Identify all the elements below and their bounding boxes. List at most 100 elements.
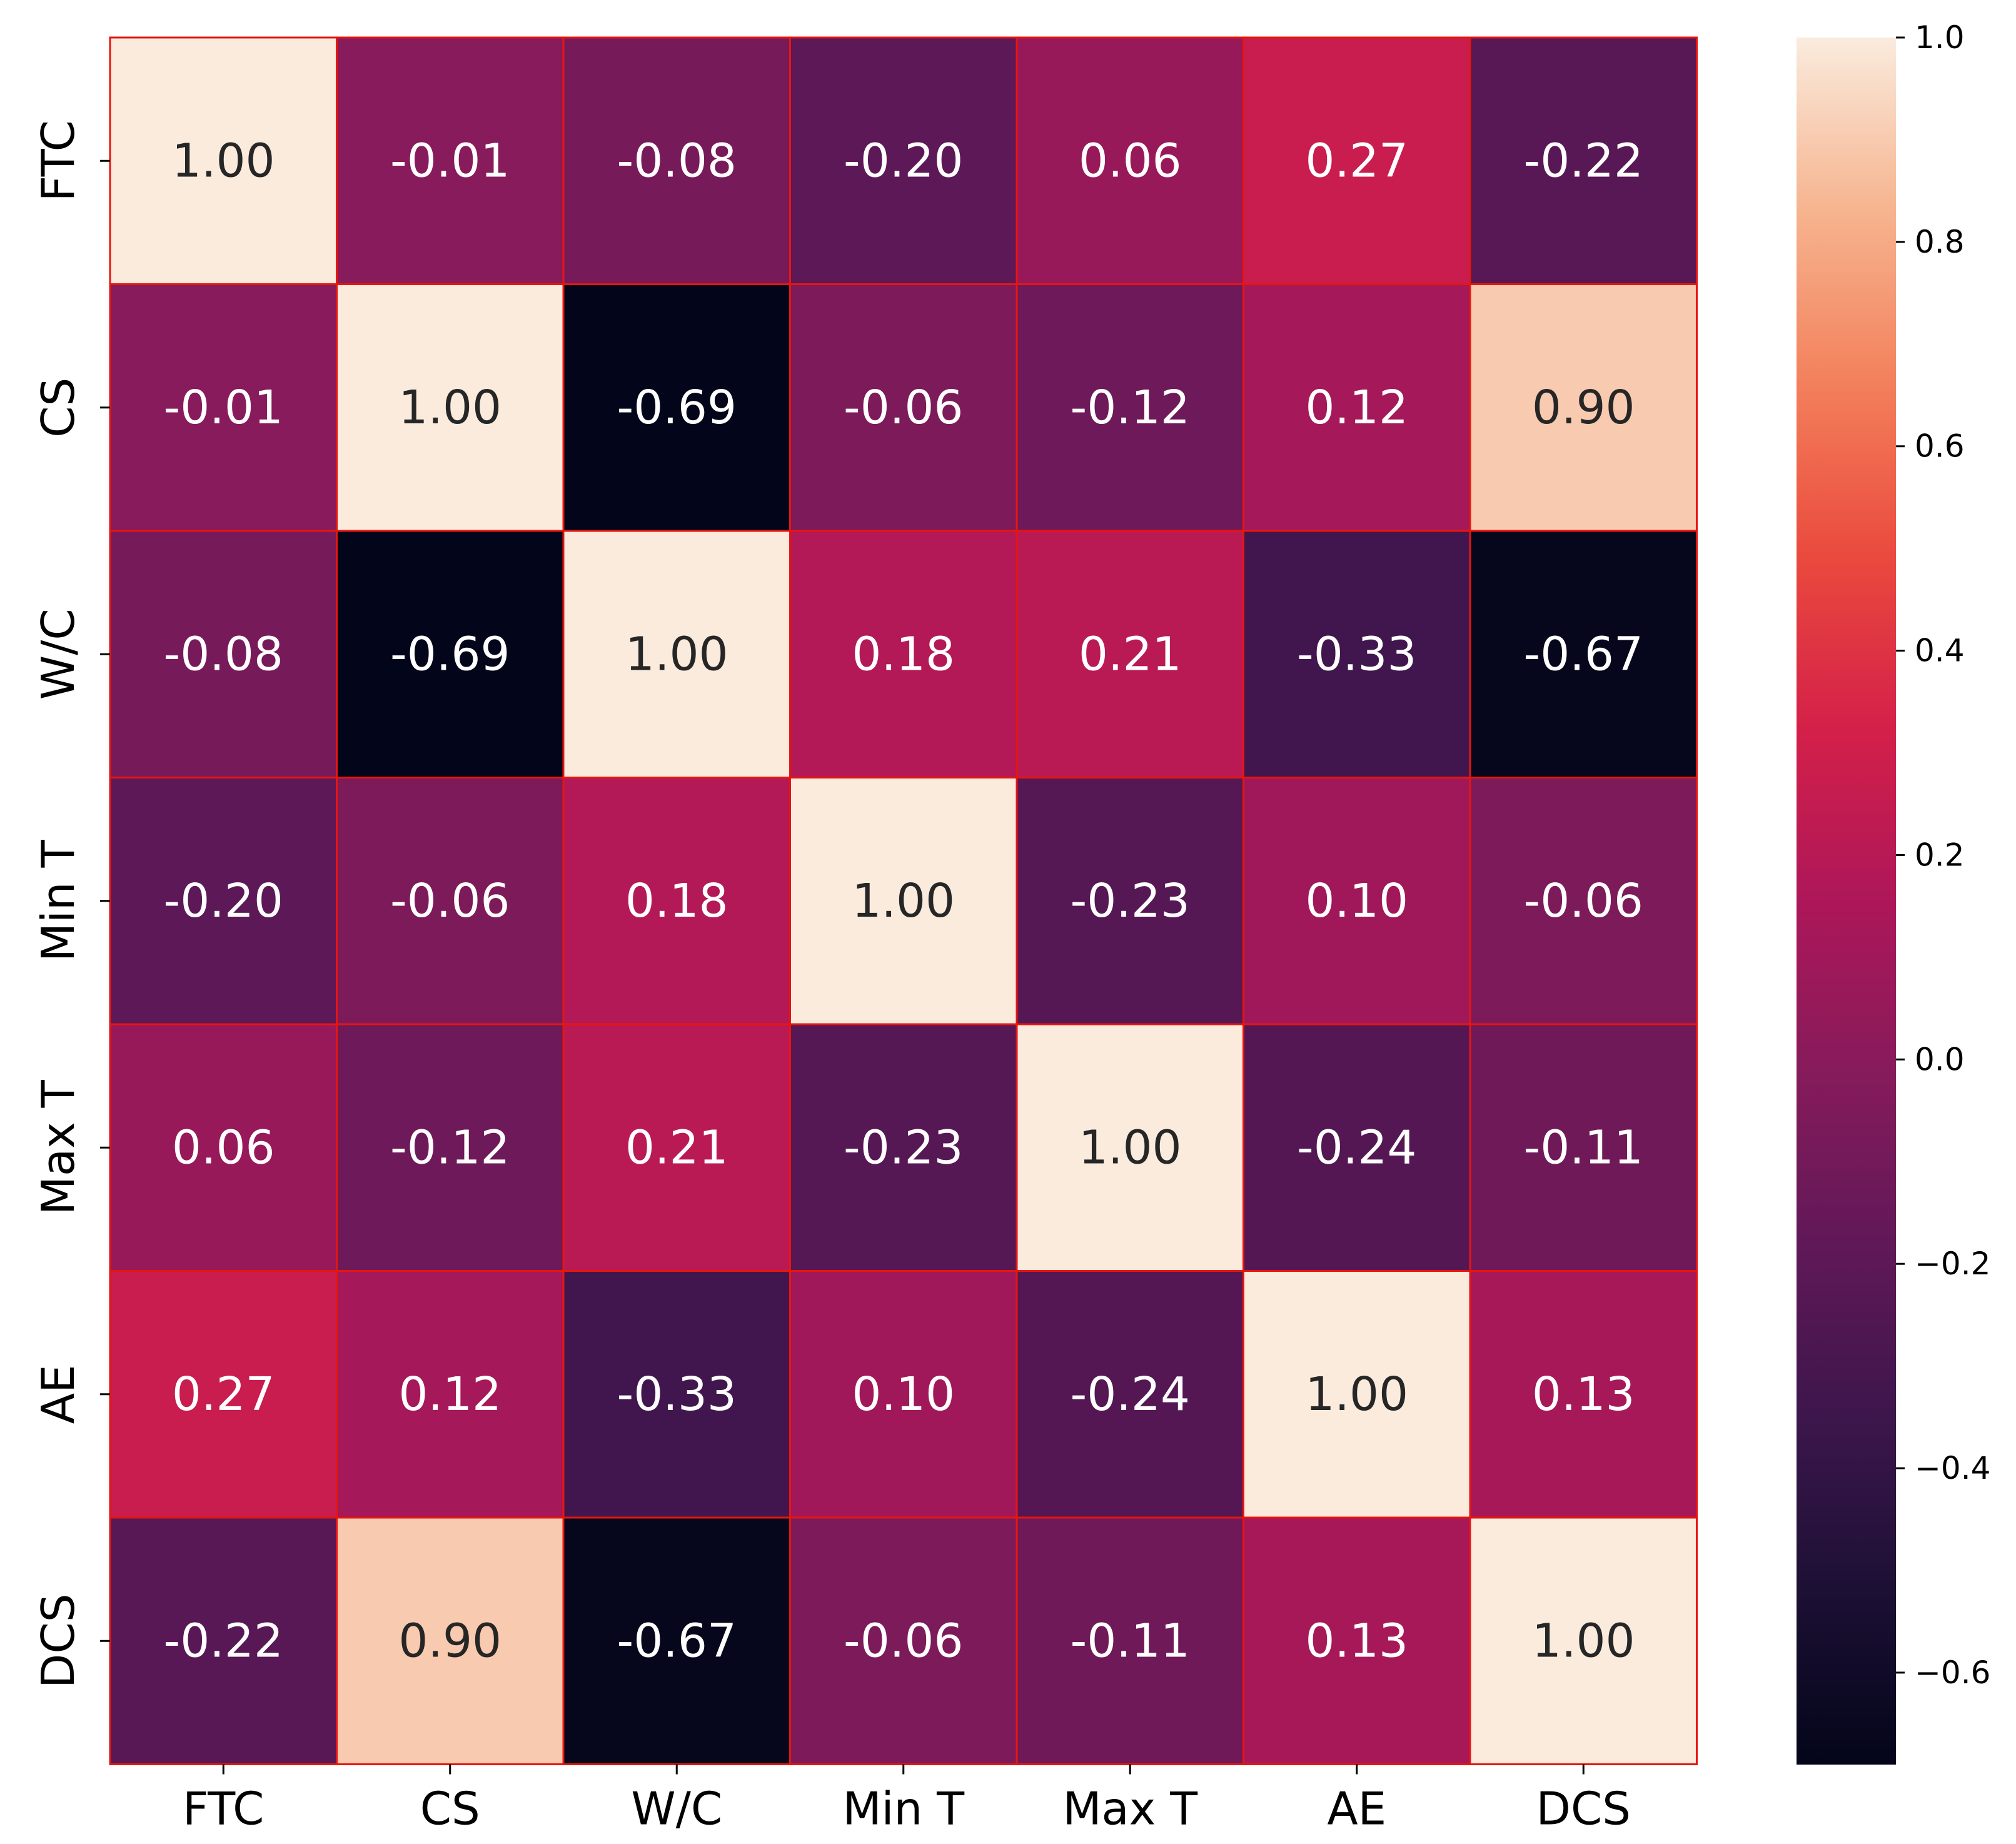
- cell-value-label: 1.00: [172, 134, 275, 188]
- heatmap-cell-dcs-max-t: [1016, 1516, 1244, 1765]
- heatmap-cell-ae-min-t: [789, 1270, 1018, 1519]
- heatmap-cell-w-c-w-c: [562, 530, 791, 778]
- y-tick-label-max-t: Max T: [32, 1079, 84, 1215]
- colorbar-tick-label: 0.6: [1915, 428, 1965, 465]
- y-axis-tick-labels: FTC CS W/C Min T Max T AE DCS: [32, 120, 110, 1688]
- cell-value-label: 1.00: [625, 627, 728, 681]
- heatmap-cell-ftc-ftc: [109, 36, 338, 285]
- cell-value-label: -0.11: [1071, 1614, 1190, 1668]
- y-tick-label-dcs: DCS: [32, 1594, 84, 1688]
- heatmap-cell-w-c-cs: [336, 530, 565, 778]
- cell-value-label: -0.01: [164, 381, 283, 435]
- y-tick-label-ftc: FTC: [32, 120, 84, 201]
- colorbar-tick-label: 1.0: [1915, 19, 1965, 56]
- heatmap-cell-ftc-w-c: [562, 36, 791, 285]
- x-tick-label-dcs: DCS: [1536, 1783, 1631, 1835]
- cell-value-label: 0.18: [625, 874, 728, 928]
- heatmap-cell-dcs-w-c: [562, 1516, 791, 1765]
- cell-value-label: -0.06: [844, 381, 963, 435]
- heatmap-cell-min-t-dcs: [1469, 777, 1698, 1025]
- cell-value-label: -0.23: [1071, 874, 1190, 928]
- cell-value-label: -0.69: [617, 381, 737, 435]
- cell-value-label: 1.00: [1532, 1614, 1635, 1668]
- x-tick-label-max-t: Max T: [1062, 1783, 1198, 1835]
- heatmap-cell-ftc-dcs: [1469, 36, 1698, 285]
- y-tick-label-min-t: Min T: [32, 839, 84, 962]
- cell-value-label: 0.90: [1532, 381, 1635, 435]
- heatmap-cell-ftc-min-t: [789, 36, 1018, 285]
- cell-value-label: -0.22: [164, 1614, 283, 1668]
- cell-value-label: -0.33: [1297, 627, 1416, 681]
- colorbar-tick-label: 0.4: [1915, 633, 1965, 669]
- cell-value-label: -0.11: [1524, 1121, 1643, 1174]
- cell-value-label: -0.06: [1524, 874, 1643, 928]
- x-tick-label-w-c: W/C: [631, 1783, 722, 1835]
- heatmap-cell-ae-ae: [1242, 1270, 1471, 1519]
- cell-value-label: -0.20: [164, 874, 283, 928]
- heatmap-cell-ftc-cs: [336, 36, 565, 285]
- heatmap-cell-w-c-max-t: [1016, 530, 1244, 778]
- heatmap-cell-max-t-ftc: [109, 1023, 338, 1272]
- x-tick-label-ae: AE: [1327, 1783, 1386, 1835]
- cell-value-label: -0.06: [390, 874, 510, 928]
- heatmap-cell-min-t-min-t: [789, 777, 1018, 1025]
- cell-value-label: 0.90: [398, 1614, 501, 1668]
- heatmap-cell-cs-max-t: [1016, 283, 1244, 532]
- cell-value-label: 1.00: [1305, 1368, 1408, 1421]
- cell-value-label: -0.08: [164, 627, 283, 681]
- colorbar-gradient: [1797, 38, 1896, 1765]
- cell-value-label: -0.24: [1297, 1121, 1416, 1174]
- heatmap-cell-w-c-ftc: [109, 530, 338, 778]
- cell-value-label: 0.06: [172, 1121, 275, 1174]
- cell-value-label: 1.00: [1079, 1121, 1182, 1174]
- y-tick-label-w-c: W/C: [32, 608, 84, 700]
- cell-value-label: 0.06: [1079, 134, 1182, 188]
- y-tick-label-cs: CS: [32, 378, 84, 438]
- colorbar-tick-label: −0.2: [1915, 1246, 1990, 1282]
- heatmap-cell-cs-ae: [1242, 283, 1471, 532]
- heatmap-cell-min-t-max-t: [1016, 777, 1244, 1025]
- colorbar-tick-label: 0.0: [1915, 1041, 1965, 1077]
- heatmap-cell-cs-w-c: [562, 283, 791, 532]
- cell-value-label: -0.23: [844, 1121, 963, 1174]
- cell-value-label: -0.12: [1071, 381, 1190, 435]
- heatmap-cell-dcs-ftc: [109, 1516, 338, 1765]
- heatmap-cell-dcs-dcs: [1469, 1516, 1698, 1765]
- y-tick-label-ae: AE: [32, 1364, 84, 1424]
- heatmap-cell-w-c-min-t: [789, 530, 1018, 778]
- cell-value-label: -0.33: [617, 1368, 737, 1421]
- colorbar-tick-label: −0.6: [1915, 1655, 1990, 1691]
- cell-value-label: 0.18: [852, 627, 955, 681]
- heatmap-cell-cs-ftc: [109, 283, 338, 532]
- cell-value-label: 0.13: [1305, 1614, 1408, 1668]
- cell-value-label: -0.22: [1524, 134, 1643, 188]
- cell-value-label: 0.12: [398, 1368, 501, 1421]
- cell-value-label: -0.01: [390, 134, 510, 188]
- heatmap-cell-dcs-cs: [336, 1516, 565, 1765]
- cell-value-label: -0.67: [1524, 627, 1643, 681]
- x-axis-tick-labels: FTC CS W/C Min T Max T AE DCS: [183, 1764, 1631, 1835]
- colorbar: 1.0 0.8 0.6 0.4 0.2 0.0 −0.2 −0.4 −0.6: [1797, 19, 1990, 1765]
- cell-value-label: -0.20: [844, 134, 963, 188]
- heatmap-cell-ae-w-c: [562, 1270, 791, 1519]
- heatmap-cell-min-t-ftc: [109, 777, 338, 1025]
- cell-value-label: -0.67: [617, 1614, 737, 1668]
- heatmap-cell-min-t-w-c: [562, 777, 791, 1025]
- heatmap-cell-min-t-cs: [336, 777, 565, 1025]
- heatmap-cell-max-t-w-c: [562, 1023, 791, 1272]
- heatmap-cell-cs-dcs: [1469, 283, 1698, 532]
- cell-value-label: -0.08: [617, 134, 737, 188]
- heatmap-cell-max-t-ae: [1242, 1023, 1471, 1272]
- heatmap-cell-max-t-cs: [336, 1023, 565, 1272]
- cell-value-label: 0.21: [1079, 627, 1182, 681]
- cell-value-label: 0.10: [852, 1368, 955, 1421]
- colorbar-tick-label: −0.4: [1915, 1450, 1990, 1486]
- heatmap-cells: 1.00 -0.01 -0.08 -0.20 0.06 0.27 -0.22 -0.01 1.0…: [109, 36, 1698, 1765]
- cell-value-label: -0.12: [390, 1121, 510, 1174]
- cell-value-label: -0.06: [844, 1614, 963, 1668]
- heatmap-cell-dcs-min-t: [789, 1516, 1018, 1765]
- heatmap-cell-max-t-max-t: [1016, 1023, 1244, 1272]
- cell-value-label: -0.69: [390, 627, 510, 681]
- heatmap-cell-cs-cs: [336, 283, 565, 532]
- cell-value-label: 0.21: [625, 1121, 728, 1174]
